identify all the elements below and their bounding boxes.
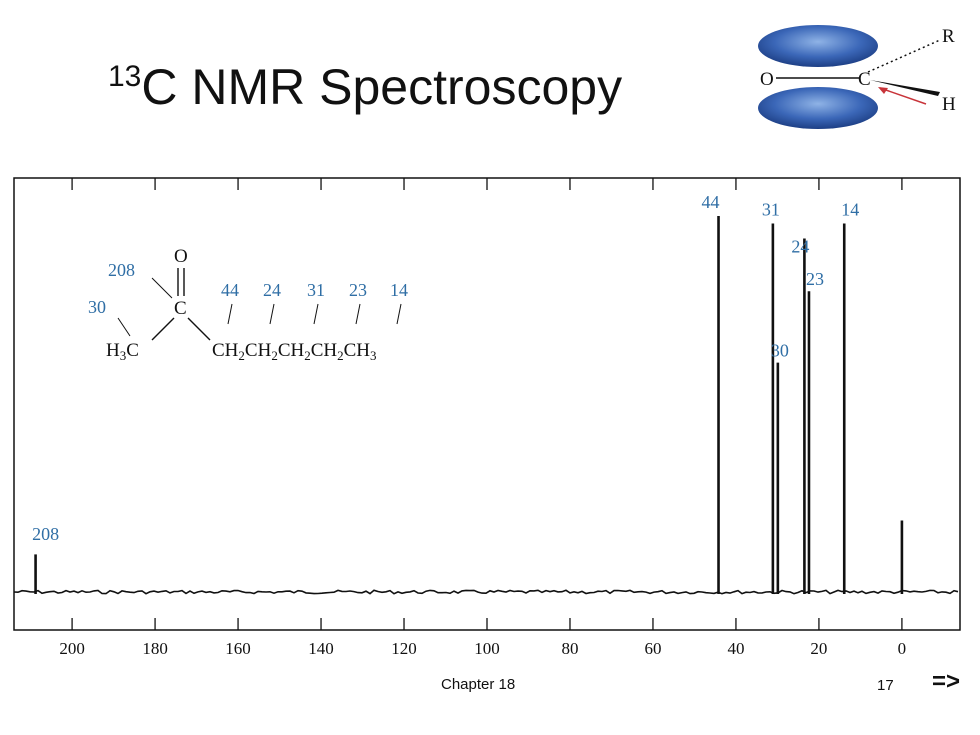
mol-atom-o: O: [174, 246, 188, 267]
peak-label-24: 24: [791, 237, 809, 257]
atom-c-label: C: [858, 69, 871, 90]
peak-labels: 208 44 31 30 24 23 14: [32, 192, 859, 544]
plot-frame: [13, 177, 961, 631]
x-tick-label: 80: [561, 639, 578, 658]
x-tick-label: 120: [391, 639, 417, 658]
methyl-h: H: [106, 340, 120, 361]
chain-label-44: 44: [221, 280, 239, 300]
mol-leader-208: [151, 277, 173, 299]
mol-methyl: H3C: [106, 340, 139, 363]
mol-leader-30: [117, 317, 131, 337]
orbital-upper-lobe: [758, 25, 878, 67]
mol-chain: CH2CH2CH2CH2CH3: [212, 340, 377, 363]
mol-label-208: 208: [108, 260, 135, 280]
x-axis-ticks: [71, 178, 903, 630]
methyl-sub: 3: [120, 348, 127, 363]
peak-label-14: 14: [841, 200, 859, 220]
peak-label-44: 44: [702, 192, 720, 212]
chain-label-23: 23: [349, 280, 367, 300]
footer-page-number: 17: [877, 677, 894, 694]
chain-label-24: 24: [263, 280, 281, 300]
x-tick-label: 140: [308, 639, 334, 658]
x-tick-label: 180: [142, 639, 168, 658]
chain-label-31: 31: [307, 280, 325, 300]
next-slide-arrow[interactable]: =>: [932, 668, 961, 695]
peak-label-23: 23: [806, 269, 824, 289]
x-axis-tick-labels: 200 180 160 140 120 100 80 60 40 20 0: [59, 639, 906, 658]
peak-label-30: 30: [771, 341, 789, 361]
footer-chapter: Chapter 18: [441, 676, 516, 693]
chain-leader: [396, 303, 402, 325]
peak-label-208: 208: [32, 524, 59, 544]
mol-bond-left: [151, 317, 175, 341]
dipole-arrow: [879, 87, 927, 105]
chain-leader: [227, 303, 233, 325]
chain-shift-labels: 44 24 31 23 14: [221, 280, 408, 325]
chain-leader: [269, 303, 275, 325]
x-tick-label: 60: [644, 639, 661, 658]
x-tick-label: 0: [898, 639, 907, 658]
title-text: C NMR Spectroscopy: [141, 59, 623, 115]
x-tick-label: 100: [474, 639, 500, 658]
pi-orbital-diagram: O C R H: [758, 25, 956, 129]
x-tick-label: 200: [59, 639, 85, 658]
x-tick-label: 160: [225, 639, 251, 658]
chain-label-14: 14: [390, 280, 408, 300]
title-superscript: 13: [108, 60, 142, 93]
mol-label-30: 30: [88, 297, 106, 317]
chain-leader: [355, 303, 361, 325]
ch-wedge-bond: [870, 80, 940, 96]
methyl-c: C: [126, 340, 139, 361]
cr-hashed-bond: [867, 39, 941, 73]
atom-o-label: O: [760, 69, 774, 90]
x-tick-label: 20: [810, 639, 827, 658]
structure-inset: 208 30 O C H3C CH2CH2CH2CH2CH3 44 24 31 23 1…: [88, 246, 408, 363]
mol-atom-c: C: [174, 298, 187, 319]
mol-bond-right: [187, 317, 211, 341]
peaks: [34, 216, 904, 594]
atom-h-label: H: [942, 94, 956, 115]
spectrum-baseline: [13, 589, 959, 595]
slide-title: 13C NMR Spectroscopy: [108, 58, 622, 116]
peak-label-31: 31: [762, 200, 780, 220]
x-tick-label: 40: [727, 639, 744, 658]
chain-leader: [313, 303, 319, 325]
dipole-arrow-head: [878, 87, 888, 94]
atom-r-label: R: [942, 26, 955, 47]
orbital-lower-lobe: [758, 87, 878, 129]
